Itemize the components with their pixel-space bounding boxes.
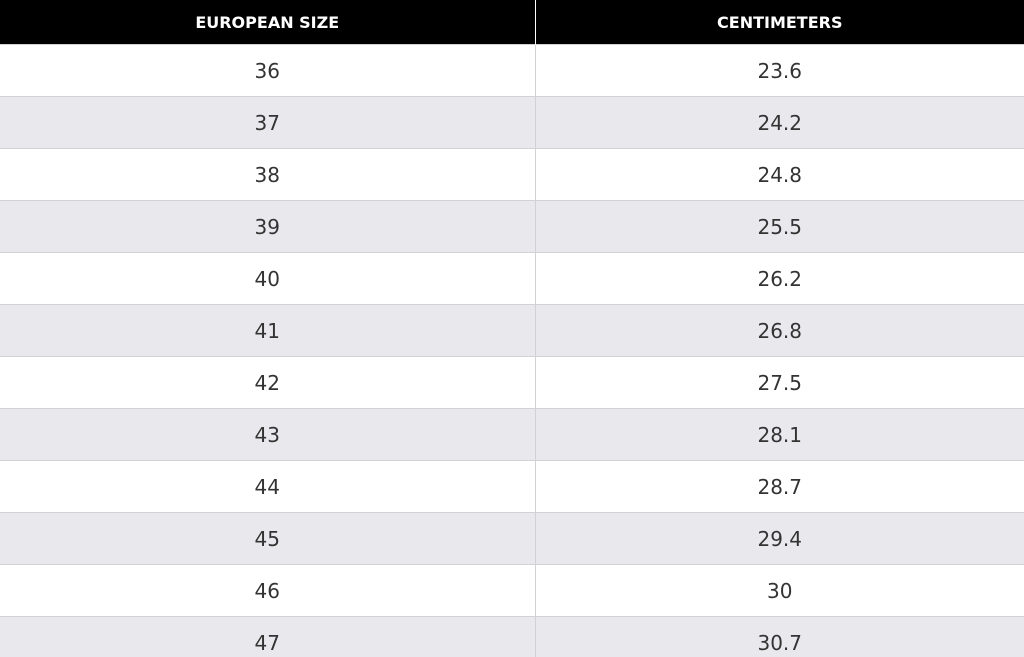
table-row: 40 26.2 xyxy=(0,252,1024,305)
table-cell: 40 xyxy=(0,252,535,305)
table-cell: 30.7 xyxy=(534,616,1024,657)
table-cell: 23.6 xyxy=(534,44,1024,97)
table-cell: 45 xyxy=(0,512,535,565)
table-header: EUROPEAN SIZE CENTIMETERS xyxy=(0,0,1024,45)
table-cell: 26.8 xyxy=(534,304,1024,357)
table-cell: 42 xyxy=(0,356,535,409)
table-row: 45 29.4 xyxy=(0,512,1024,565)
table-cell: 25.5 xyxy=(534,200,1024,253)
table-cell: 30 xyxy=(534,564,1024,617)
table-cell: 26.2 xyxy=(534,252,1024,305)
header-cell: CENTIMETERS xyxy=(534,0,1024,45)
table-cell: 37 xyxy=(0,96,535,149)
table-row: 36 23.6 xyxy=(0,44,1024,97)
table-row: 37 24.2 xyxy=(0,96,1024,149)
table-cell: 24.2 xyxy=(534,96,1024,149)
table-body: 36 23.6 37 24.2 38 24.8 39 25.5 40 26.2 41 26.8 42 27… xyxy=(0,44,1024,657)
table-row: 46 30 xyxy=(0,564,1024,617)
table-cell: 29.4 xyxy=(534,512,1024,565)
header-cell: EUROPEAN SIZE xyxy=(0,0,535,45)
table-cell: 43 xyxy=(0,408,535,461)
table-cell: 47 xyxy=(0,616,535,657)
table-row: 44 28.7 xyxy=(0,460,1024,513)
table-cell: 38 xyxy=(0,148,535,201)
table-cell: 36 xyxy=(0,44,535,97)
table-cell: 44 xyxy=(0,460,535,513)
table-cell: 27.5 xyxy=(534,356,1024,409)
table-row: 42 27.5 xyxy=(0,356,1024,409)
table-row: 41 26.8 xyxy=(0,304,1024,357)
table-cell: 46 xyxy=(0,564,535,617)
table-row: 39 25.5 xyxy=(0,200,1024,253)
table-cell: 41 xyxy=(0,304,535,357)
table-row: 38 24.8 xyxy=(0,148,1024,201)
table-row: 47 30.7 xyxy=(0,616,1024,657)
table-row: 43 28.1 xyxy=(0,408,1024,461)
table-cell: 28.7 xyxy=(534,460,1024,513)
table-cell: 39 xyxy=(0,200,535,253)
table-cell: 24.8 xyxy=(534,148,1024,201)
table-cell: 28.1 xyxy=(534,408,1024,461)
header-row: EUROPEAN SIZE CENTIMETERS xyxy=(0,0,1024,45)
